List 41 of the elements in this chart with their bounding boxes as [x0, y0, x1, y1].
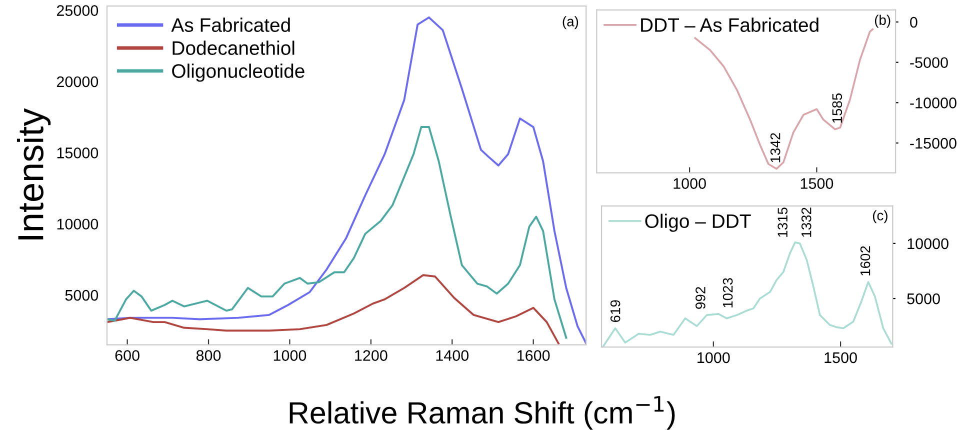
x-tick-label: 1000 [674, 178, 706, 189]
annotation: 1602 [860, 246, 870, 276]
x-tick-label: 600 [115, 350, 140, 361]
y-tick-label: 5000 [65, 290, 98, 301]
legend-label: Dodecanethiol [172, 40, 294, 55]
annotation: 1585 [832, 93, 842, 123]
y-tick-label: -15000 [910, 138, 956, 149]
legend-label: DDT – As Fabricated [641, 18, 818, 32]
legend-label: As Fabricated [171, 18, 290, 32]
legend-label: Oligonucleotide [172, 64, 304, 82]
y-tick-label: 25000 [56, 5, 98, 16]
y-tick-label: -10000 [910, 98, 956, 108]
annotation: 1342 [770, 133, 780, 162]
y-tick-label: 20000 [56, 76, 98, 88]
y-tick-label: 0 [910, 16, 918, 28]
annotation: 1023 [722, 278, 733, 308]
y-axis-title: Intensity [16, 108, 51, 240]
annotation: 992 [696, 287, 706, 309]
y-tick-label: 10000 [908, 238, 948, 250]
annotation: (b) [874, 14, 890, 28]
annotation: (c) [872, 210, 888, 224]
x-tick-label: 1500 [824, 352, 857, 364]
legend-label: Oligo – DDT [645, 214, 751, 232]
line-series [107, 126, 568, 339]
x-axis-title: Relative Raman Shift (cm$^{−1}$) [290, 396, 675, 430]
y-tick-label: -5000 [910, 57, 948, 68]
x-tick-label: 1000 [274, 350, 306, 361]
x-tick-label: 1600 [518, 350, 550, 361]
x-tick-label: 1400 [436, 350, 469, 361]
y-tick-label: 5000 [907, 293, 940, 304]
x-tick-label: 1500 [800, 178, 834, 189]
annotation: 1332 [801, 208, 812, 237]
line-series [107, 274, 560, 344]
y-tick-label: 10000 [57, 218, 98, 230]
annotation: 619 [610, 300, 620, 322]
x-tick-label: 1000 [698, 352, 730, 364]
annotation: (a) [562, 16, 578, 30]
annotation: 1315 [778, 208, 788, 237]
x-tick-label: 1200 [355, 350, 388, 361]
y-tick-label: 15000 [57, 148, 98, 158]
x-tick-label: 800 [196, 350, 221, 361]
